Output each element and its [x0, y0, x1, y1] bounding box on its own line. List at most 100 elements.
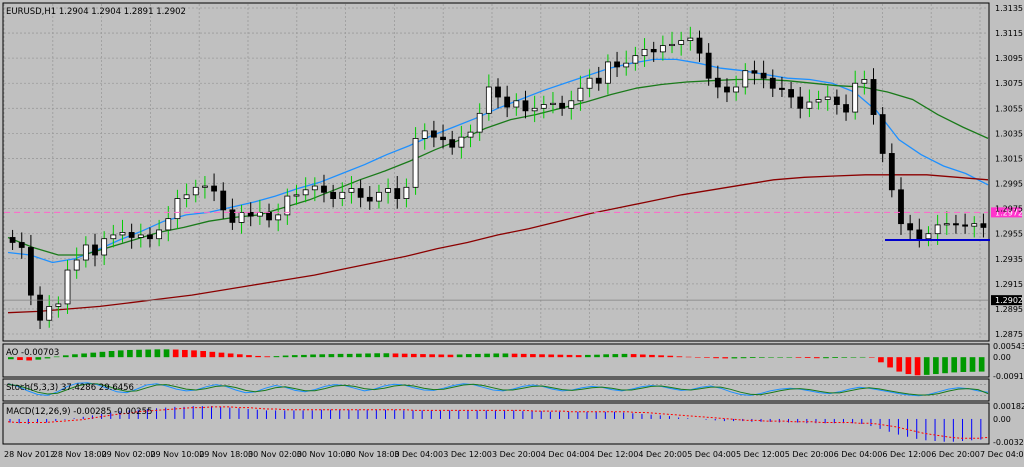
candle[interactable] — [311, 185, 318, 191]
candle[interactable] — [733, 86, 740, 93]
candle[interactable] — [861, 79, 868, 84]
ao-panel[interactable] — [2, 343, 990, 378]
candle[interactable] — [678, 40, 685, 45]
candle[interactable] — [605, 61, 611, 84]
candle[interactable] — [321, 185, 327, 193]
candle[interactable] — [687, 37, 694, 42]
candle[interactable] — [788, 89, 794, 98]
candle[interactable] — [916, 229, 923, 240]
candle[interactable] — [467, 131, 474, 138]
candle[interactable] — [659, 45, 666, 53]
candle[interactable] — [623, 62, 630, 68]
candle[interactable] — [165, 218, 172, 231]
candle[interactable] — [119, 232, 126, 236]
candle[interactable] — [669, 43, 675, 47]
candle[interactable] — [833, 96, 840, 105]
candle[interactable] — [366, 196, 373, 202]
candle[interactable] — [421, 130, 428, 139]
candle[interactable] — [779, 87, 785, 90]
candle[interactable] — [705, 52, 712, 79]
candle[interactable] — [751, 70, 758, 74]
candle[interactable] — [550, 102, 556, 105]
candle[interactable] — [9, 237, 16, 243]
candle[interactable] — [531, 107, 538, 112]
candle[interactable] — [238, 211, 245, 223]
candle[interactable] — [953, 223, 959, 226]
candle[interactable] — [980, 223, 987, 228]
candle[interactable] — [843, 104, 849, 113]
candle[interactable] — [888, 153, 895, 191]
candle[interactable] — [650, 48, 657, 53]
candle[interactable] — [229, 209, 236, 223]
candle[interactable] — [430, 130, 437, 138]
candle[interactable] — [18, 242, 25, 248]
price-panel[interactable] — [2, 2, 990, 342]
candle[interactable] — [513, 100, 520, 108]
candle[interactable] — [760, 72, 767, 79]
candle[interactable] — [128, 232, 135, 238]
candle[interactable] — [614, 61, 620, 68]
candle[interactable] — [266, 211, 272, 221]
candle[interactable] — [559, 102, 566, 109]
candle[interactable] — [632, 55, 639, 64]
candle[interactable] — [92, 244, 98, 256]
candle[interactable] — [907, 223, 914, 231]
candle[interactable] — [403, 186, 410, 199]
candle[interactable] — [870, 79, 877, 115]
candle[interactable] — [714, 77, 721, 88]
candle[interactable] — [797, 96, 804, 109]
candle[interactable] — [183, 194, 190, 199]
candle[interactable] — [37, 294, 43, 321]
candle[interactable] — [27, 247, 34, 296]
candle[interactable] — [458, 136, 465, 148]
candle[interactable] — [284, 195, 291, 216]
candle[interactable] — [147, 234, 153, 240]
candle[interactable] — [962, 224, 969, 227]
candle[interactable] — [110, 234, 117, 240]
candle[interactable] — [879, 114, 886, 154]
candle[interactable] — [806, 101, 813, 109]
candle[interactable] — [641, 48, 648, 57]
candle[interactable] — [348, 188, 355, 193]
candle[interactable] — [522, 100, 529, 112]
candle[interactable] — [568, 100, 575, 109]
candle[interactable] — [485, 86, 492, 114]
candle[interactable] — [815, 99, 822, 103]
candle[interactable] — [330, 191, 337, 199]
candle[interactable] — [256, 211, 263, 217]
candle[interactable] — [302, 189, 309, 196]
candle[interactable] — [971, 223, 978, 227]
candle[interactable] — [192, 186, 199, 196]
candle[interactable] — [220, 190, 227, 211]
candle[interactable] — [385, 188, 391, 193]
candle[interactable] — [577, 87, 584, 102]
candle[interactable] — [376, 191, 382, 202]
candle[interactable] — [174, 198, 181, 220]
candle[interactable] — [101, 238, 108, 256]
candle[interactable] — [55, 303, 62, 307]
candle[interactable] — [595, 77, 602, 84]
candle[interactable] — [156, 229, 163, 240]
candle[interactable] — [202, 185, 208, 188]
candle[interactable] — [824, 96, 831, 100]
candle[interactable] — [586, 77, 593, 89]
candlesticks[interactable] — [9, 26, 987, 329]
candle[interactable] — [247, 211, 254, 217]
candle[interactable] — [449, 139, 456, 148]
candle[interactable] — [440, 136, 446, 141]
candle[interactable] — [769, 77, 776, 89]
candle[interactable] — [275, 214, 282, 221]
candle[interactable] — [504, 96, 511, 108]
candle[interactable] — [82, 244, 89, 261]
candle[interactable] — [64, 269, 71, 305]
candle[interactable] — [898, 189, 904, 225]
candle[interactable] — [925, 233, 932, 240]
candle[interactable] — [394, 188, 401, 199]
candle[interactable] — [46, 306, 53, 321]
candle[interactable] — [412, 137, 419, 188]
candle[interactable] — [696, 37, 703, 54]
candle[interactable] — [357, 188, 364, 198]
candle[interactable] — [943, 223, 950, 226]
candle[interactable] — [211, 185, 217, 192]
